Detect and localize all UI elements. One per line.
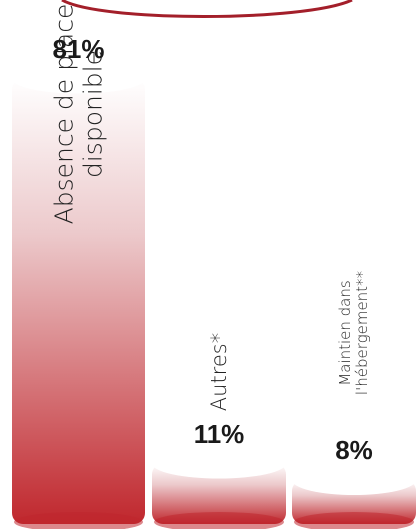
bar-base-absence-de-place <box>14 512 143 529</box>
category-label-line: Maintien dans <box>335 280 354 386</box>
bar-base-maintien <box>294 512 414 529</box>
value-label-autres: 11% <box>193 418 245 449</box>
category-label-autres: Autres* <box>207 333 231 411</box>
category-label-line: Autres* <box>206 333 231 412</box>
category-label-maintien: Maintien dans l'hébergement** <box>335 270 372 395</box>
value-label-maintien: 8% <box>335 435 373 465</box>
bar-cap-maintien <box>292 465 416 495</box>
bar-autres <box>152 463 286 524</box>
bar-cap-absence-de-place <box>12 63 145 94</box>
decorative-arc <box>61 0 353 18</box>
category-label-line: l'hébergement** <box>353 270 371 395</box>
value-label-absence-de-place: 81% <box>52 33 105 64</box>
bar-absence-de-place <box>12 78 145 524</box>
bar-cap-autres <box>152 448 286 479</box>
bar-base-autres <box>154 512 284 529</box>
